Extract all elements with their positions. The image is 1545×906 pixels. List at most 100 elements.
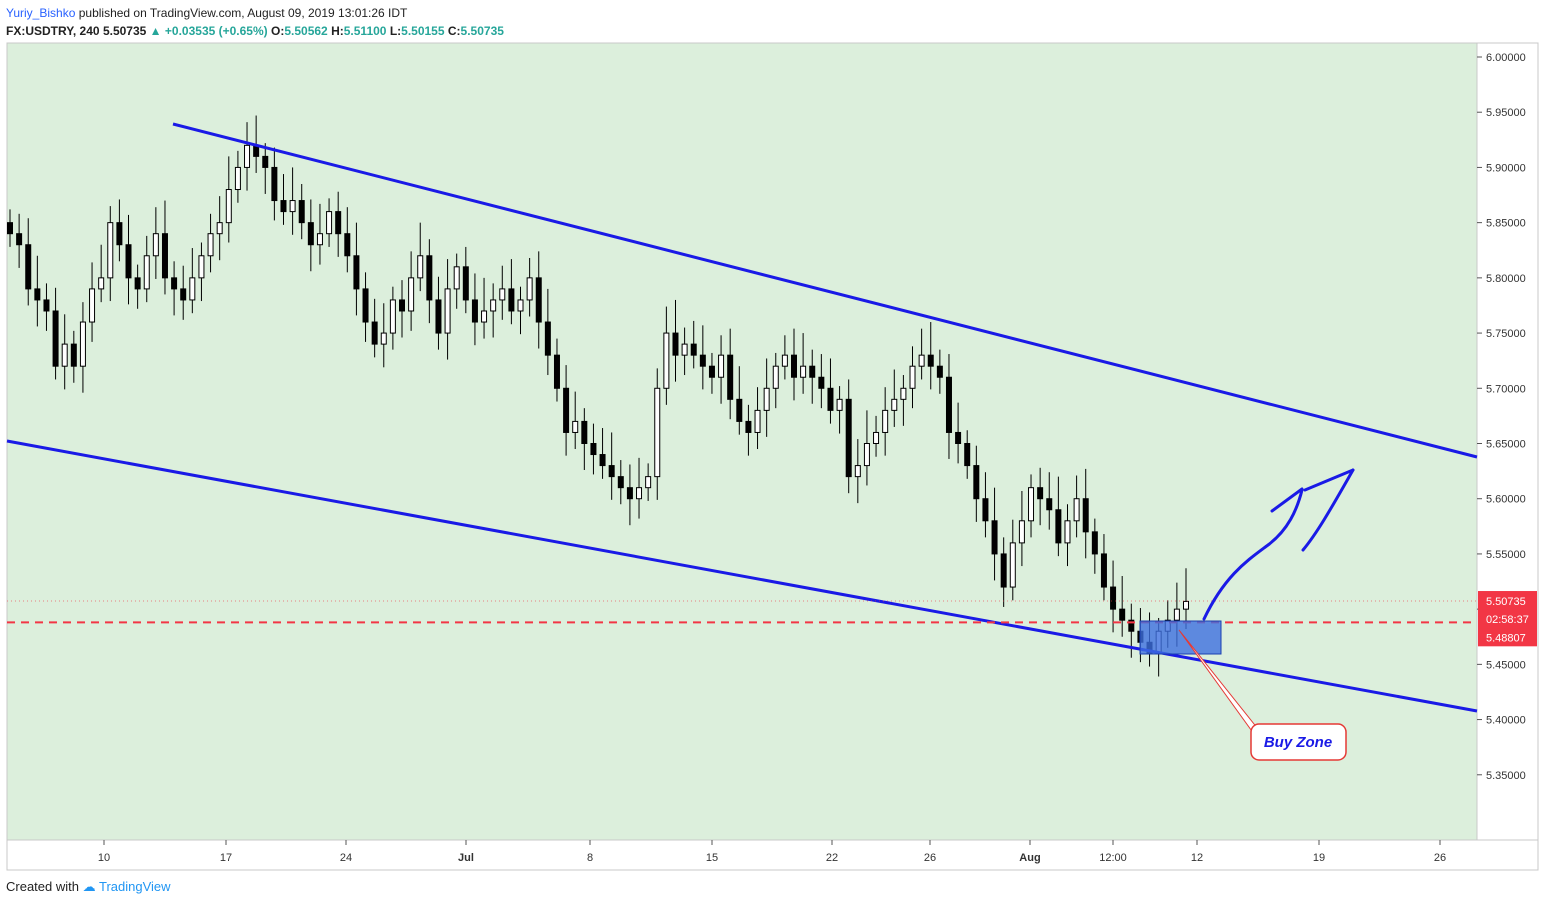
buy-zone-label: Buy Zone — [1264, 734, 1332, 751]
time-tick-label: 26 — [924, 852, 936, 864]
candle-body — [672, 332, 679, 356]
plot-area[interactable] — [6, 42, 1478, 841]
candle-body — [882, 409, 889, 433]
candle-body — [736, 398, 743, 422]
candle-body — [462, 266, 469, 301]
candle-body — [1064, 520, 1071, 544]
candle-body — [563, 387, 570, 433]
candle-body — [681, 343, 688, 356]
candle-body — [626, 487, 633, 500]
close-value: 5.50735 — [460, 24, 504, 38]
candle-body — [800, 365, 807, 378]
price-tick-label: 5.40000 — [1486, 715, 1526, 727]
candle-body — [499, 288, 506, 301]
high-label: H: — [331, 24, 344, 38]
candle-body — [234, 166, 241, 191]
up-arrow-icon: ▲ — [149, 24, 162, 38]
candle-body — [171, 277, 178, 290]
lower-trendline — [6, 439, 1478, 713]
time-tick-label: 10 — [98, 852, 110, 864]
low-value: 5.50155 — [401, 24, 445, 38]
candle-body — [1073, 498, 1080, 522]
candle-body — [417, 255, 424, 279]
candle-body — [1183, 600, 1189, 610]
candle-body — [490, 299, 497, 312]
author-link[interactable]: Yuriy_Bishko — [6, 6, 76, 20]
candle-body — [699, 354, 706, 367]
candle-body — [79, 321, 86, 367]
price-ticks: 6.00000 5.95000 5.90000 5.85000 5.80000 5.750… — [1477, 52, 1526, 782]
price-tick-label: 5.95000 — [1486, 107, 1526, 119]
tradingview-link[interactable]: TradingView — [99, 879, 171, 894]
price-tick-label: 5.70000 — [1486, 383, 1526, 395]
candle-body — [936, 365, 943, 378]
arrow-head-2 — [1303, 468, 1355, 492]
candle-body — [116, 222, 123, 246]
candle-body — [964, 443, 971, 467]
time-axis[interactable] — [6, 839, 1539, 871]
candle-body — [453, 266, 460, 290]
candle-body — [945, 376, 952, 433]
candle-body — [1128, 619, 1135, 632]
time-tick-label: 24 — [340, 852, 352, 864]
time-tick-label: 19 — [1313, 852, 1325, 864]
candle-body — [690, 343, 697, 356]
price-axis[interactable] — [1476, 42, 1539, 841]
countdown-label: 02:58:37 — [1486, 614, 1529, 626]
candle-body — [718, 354, 725, 378]
candle-body — [262, 155, 269, 168]
buy-zone-callout — [1250, 723, 1347, 761]
candle-body — [481, 310, 488, 323]
open-label: O: — [271, 24, 285, 38]
candle-body — [344, 233, 351, 257]
candle-body — [599, 454, 606, 467]
candle-body — [781, 354, 788, 367]
candle-body — [854, 465, 861, 478]
time-ticks: 10 17 24 Jul 8 15 22 26 Aug 12:00 12 19 26 — [98, 840, 1446, 864]
candle-body — [1119, 608, 1126, 621]
price-tick-label: 5.80000 — [1486, 273, 1526, 285]
candle-body — [89, 288, 96, 323]
candle-body — [362, 288, 369, 323]
price-tick-label: 5.85000 — [1486, 218, 1526, 230]
candle-body — [636, 487, 643, 500]
candle-body — [590, 443, 597, 456]
price-tick-label: 5.45000 — [1486, 659, 1526, 671]
candle-body — [52, 310, 59, 367]
candle-body — [818, 376, 825, 389]
candle-body — [1009, 542, 1016, 588]
candle-body — [572, 420, 579, 433]
candle-body — [25, 244, 32, 290]
candle-body — [271, 166, 278, 202]
candle-body — [143, 255, 150, 290]
candle-body — [280, 200, 287, 213]
candle-body — [207, 233, 214, 257]
time-tick-label: 26 — [1434, 852, 1446, 864]
candle-body — [435, 299, 442, 334]
low-label: L: — [389, 24, 402, 38]
candle-body — [754, 409, 761, 433]
candle-body — [189, 277, 196, 301]
candle-body — [399, 299, 405, 312]
tradingview-logo-icon: ☁ — [82, 879, 96, 894]
candle-body — [16, 233, 23, 246]
candle-body — [608, 465, 615, 478]
candle-body — [827, 387, 834, 411]
candle-body — [982, 498, 989, 522]
candle-body — [444, 288, 451, 334]
candle-body — [426, 255, 433, 301]
time-tick-label: 22 — [826, 852, 838, 864]
last-price-badge-label: 5.50735 — [1486, 596, 1526, 608]
open-value: 5.50562 — [284, 24, 328, 38]
candle-body — [645, 476, 652, 489]
arrow-head-1 — [1270, 487, 1304, 513]
candle-body — [553, 354, 560, 389]
candle-body — [326, 211, 333, 235]
candle-body — [654, 387, 661, 478]
candle-body — [134, 277, 141, 290]
price-tick-label: 5.75000 — [1486, 328, 1526, 340]
candle-body — [909, 365, 916, 389]
candle-body — [763, 387, 770, 411]
candle-body — [526, 277, 533, 301]
